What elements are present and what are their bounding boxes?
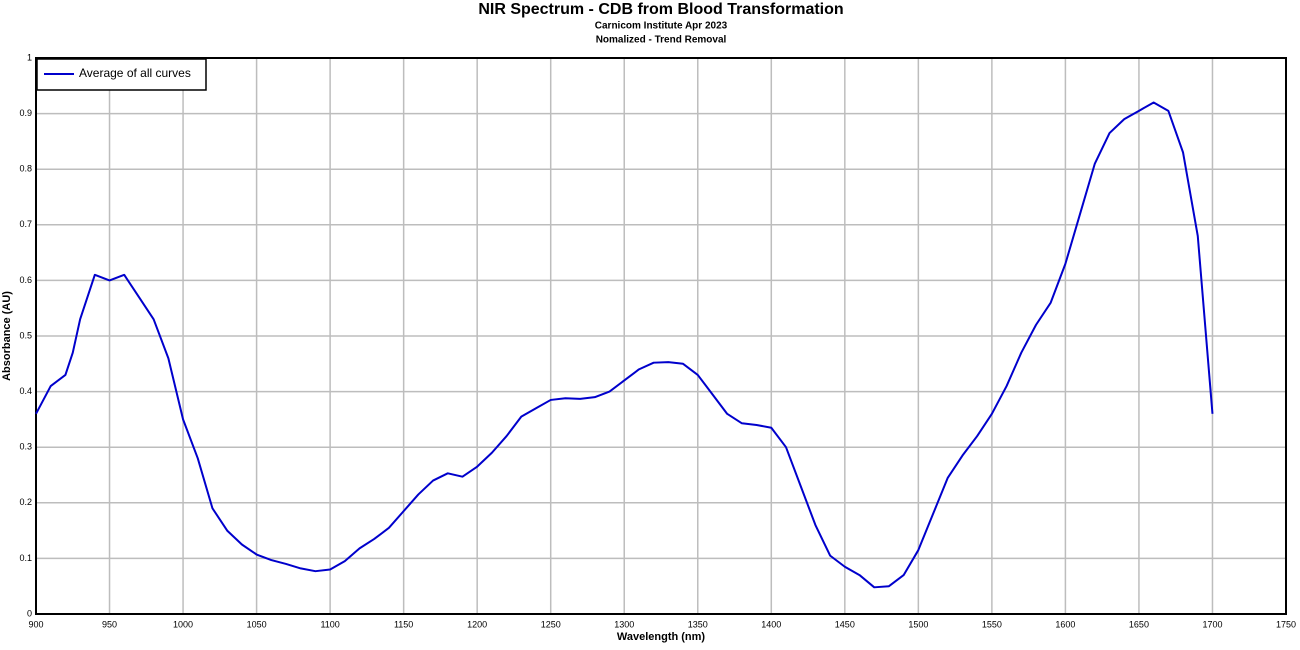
y-tick-label: 0.5 — [19, 330, 32, 340]
x-tick-label: 1250 — [541, 619, 561, 629]
y-tick-label: 0.2 — [19, 497, 32, 507]
y-tick-label: 0.6 — [19, 275, 32, 285]
x-tick-label: 1350 — [688, 619, 708, 629]
y-tick-label: 0.8 — [19, 164, 32, 174]
y-tick-label: 1 — [27, 52, 32, 62]
x-tick-label: 1050 — [247, 619, 267, 629]
y-tick-label: 0 — [27, 608, 32, 618]
x-tick-label: 1300 — [614, 619, 634, 629]
y-tick-label: 0.7 — [19, 219, 32, 229]
y-tick-label: 0.1 — [19, 553, 32, 563]
x-tick-label: 1700 — [1202, 619, 1222, 629]
x-tick-label: 1750 — [1276, 619, 1296, 629]
x-tick-label: 1650 — [1129, 619, 1149, 629]
x-tick-label: 1150 — [394, 619, 413, 629]
x-tick-label: 1450 — [835, 619, 855, 629]
chart-title: NIR Spectrum - CDB from Blood Transforma… — [478, 1, 843, 18]
x-tick-label: 1400 — [761, 619, 781, 629]
x-tick-label: 1600 — [1055, 619, 1075, 629]
plot-frame — [35, 57, 1287, 615]
y-tick-label: 0.3 — [19, 442, 32, 452]
chart-subtitle: Nomalized - Trend Removal — [596, 35, 727, 46]
x-axis-label: Wavelength (nm) — [617, 631, 706, 643]
legend-label: Average of all curves — [79, 66, 191, 80]
x-tick-label: 1100 — [320, 619, 339, 629]
x-tick-label: 1500 — [908, 619, 928, 629]
x-tick-label: 900 — [28, 619, 43, 629]
x-tick-label: 1200 — [467, 619, 487, 629]
x-tick-label: 950 — [102, 619, 117, 629]
chart-subtitle: Carnicom Institute Apr 2023 — [595, 21, 728, 32]
y-tick-label: 0.4 — [19, 386, 32, 396]
x-tick-label: 1000 — [173, 619, 193, 629]
y-axis-label: Absorbance (AU) — [1, 291, 13, 381]
y-tick-label: 0.9 — [19, 108, 32, 118]
x-tick-label: 1550 — [982, 619, 1002, 629]
data-line — [35, 101, 1214, 589]
